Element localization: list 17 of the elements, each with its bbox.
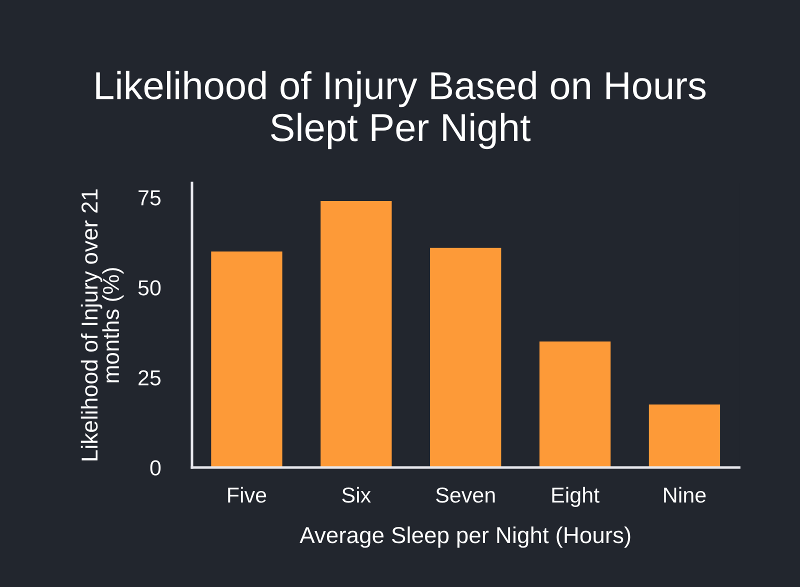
y-tick-label: 25: [138, 370, 161, 386]
chart-title: Likelihood of Injury Based on Hours Slept Per Night: [96, 70, 706, 150]
x-axis-title: Average Sleep per Night (Hours): [300, 526, 630, 548]
x-tick-label: Nine: [664, 486, 706, 503]
bar: [539, 341, 611, 468]
y-axis-title: Likelihood of Injury over 21 months (%): [80, 189, 124, 460]
y-tick-label: 75: [138, 190, 161, 206]
y-tick-label: 0: [150, 460, 161, 476]
x-tick-label: Eight: [552, 486, 600, 507]
bar: [320, 201, 392, 468]
y-tick-label: 50: [138, 280, 161, 296]
x-tick-label: Five: [228, 486, 266, 503]
bar: [648, 404, 720, 468]
bar: [211, 251, 282, 468]
x-tick-label: Seven: [436, 488, 495, 503]
bar: [430, 248, 502, 468]
x-tick-label: Six: [342, 486, 371, 503]
